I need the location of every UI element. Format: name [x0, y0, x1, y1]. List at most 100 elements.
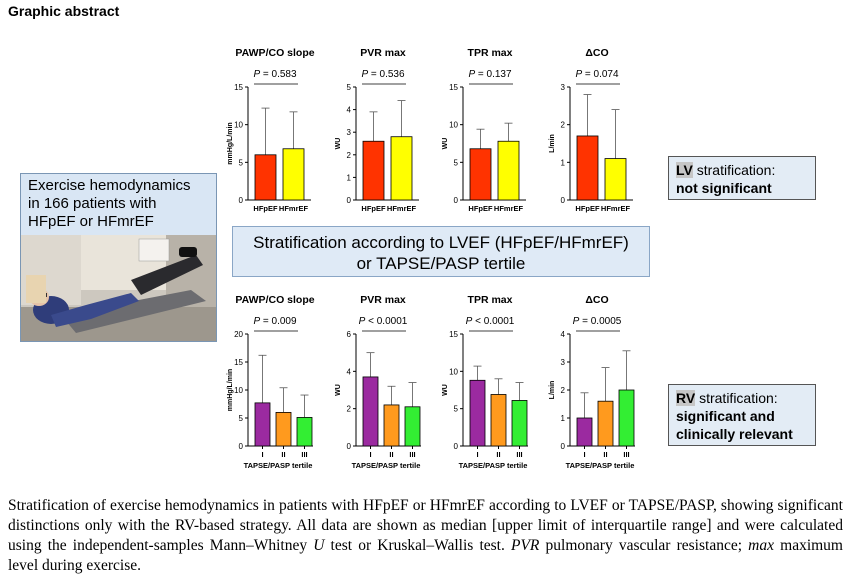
bar-ii — [597, 400, 614, 447]
y-tick-label: 15 — [449, 330, 458, 339]
bar-iii — [296, 417, 313, 447]
patient-info-text: Exercise hemodynamics in 166 patients wi… — [21, 174, 216, 234]
y-tick-label: 10 — [449, 367, 458, 376]
rv-prefix: RV — [676, 390, 696, 406]
y-tick-label: 0 — [561, 196, 566, 205]
chart-lv-pvr-max: PVR max P = 0.536 0 1 2 3 4 5 WU HFpEF HFmrEF — [335, 47, 419, 213]
y-tick-label: 1 — [347, 173, 352, 182]
rv-result-box: RV stratification: significant and clini… — [668, 384, 816, 446]
bar-i — [254, 402, 271, 447]
rv-suffix: stratification: — [695, 390, 778, 406]
chart-title: PVR max — [360, 294, 406, 306]
y-tick-label: 2 — [347, 405, 352, 414]
p-symbol: P — [466, 316, 473, 327]
y-tick-label: 10 — [234, 121, 243, 130]
x-tick-label: HFpEF — [468, 204, 493, 213]
chart-title: PVR max — [360, 47, 406, 59]
patient-info-box: Exercise hemodynamics in 166 patients wi… — [20, 173, 217, 342]
y-tick-label: 10 — [234, 386, 243, 395]
rv-stratification-label: RV stratification: — [676, 389, 808, 407]
chart-title: PAWP/CO slope — [235, 47, 314, 59]
bar-i — [469, 379, 486, 447]
x-tick-label: HFmrEF — [494, 204, 524, 213]
caption-part-2: test or Kruskal–Wallis test. — [324, 537, 511, 554]
x-tick-label: II — [496, 450, 500, 459]
x-axis-label: TAPSE/PASP tertile — [352, 461, 421, 470]
y-tick-label: 10 — [449, 121, 458, 130]
bar-hfmref — [390, 136, 413, 201]
bar-hfpef — [254, 154, 277, 201]
p-symbol: P — [468, 69, 475, 80]
patient-line-3: HFpEF or HFmrEF — [28, 213, 154, 230]
stratification-box: Stratification according to LVEF (HFpEF/… — [232, 226, 650, 277]
rv-result-line-1: significant and — [676, 408, 775, 424]
y-tick-label: 5 — [239, 414, 244, 423]
x-tick-label: HFmrEF — [387, 204, 417, 213]
p-value-label: P = 0.009 — [253, 316, 297, 327]
p-value: = 0.583 — [260, 69, 297, 80]
p-value-label: P = 0.536 — [361, 69, 405, 80]
y-axis-label: mmHg/L/min — [227, 369, 234, 411]
bar-iii — [618, 389, 635, 447]
bar-hfmref — [282, 148, 305, 201]
p-symbol: P — [361, 69, 368, 80]
lv-prefix: LV — [676, 162, 693, 178]
y-tick-label: 6 — [347, 330, 352, 339]
y-axis-label: WU — [442, 384, 449, 396]
lv-stratification-label: LV stratification: — [676, 161, 808, 179]
bar-ii — [490, 394, 507, 447]
caption-max: max — [748, 537, 774, 554]
x-tick-label: III — [516, 450, 522, 459]
y-axis-label: L/min — [549, 134, 556, 153]
y-tick-label: 0 — [454, 196, 459, 205]
y-axis-label: WU — [335, 138, 342, 150]
caption-pvr: PVR — [511, 537, 540, 554]
y-tick-label: 15 — [449, 83, 458, 92]
bar-i — [362, 376, 379, 447]
p-symbol: P — [359, 316, 366, 327]
y-tick-label: 2 — [561, 121, 566, 130]
y-tick-label: 5 — [239, 158, 244, 167]
p-value-label: P = 0.137 — [468, 69, 512, 80]
p-symbol: P — [573, 316, 580, 327]
p-value-label: P = 0.0005 — [573, 316, 622, 327]
p-value: = 0.137 — [475, 69, 512, 80]
lv-result: not significant — [676, 180, 772, 196]
rv-result-line-2: clinically relevant — [676, 426, 793, 442]
graphic-abstract-title: Graphic abstract — [8, 3, 120, 19]
bar-ii — [275, 412, 292, 447]
bar-iii — [404, 406, 421, 447]
lv-result-box: LV stratification: not significant — [668, 156, 816, 200]
chart-lv-tpr-max: TPR max P = 0.137 0 5 10 15 WU HFpEF HFmrEF — [442, 47, 526, 213]
x-axis-label: TAPSE/PASP tertile — [459, 461, 528, 470]
x-axis-label: TAPSE/PASP tertile — [244, 461, 313, 470]
patient-line-1: Exercise hemodynamics — [28, 177, 191, 194]
chart-title: TPR max — [468, 47, 513, 59]
caption-part-3: pulmonary vascular resistance; — [539, 537, 749, 554]
y-tick-label: 15 — [234, 358, 243, 367]
y-axis-label: L/min — [549, 381, 556, 400]
y-tick-label: 4 — [561, 330, 566, 339]
p-symbol: P — [575, 69, 582, 80]
y-tick-label: 0 — [347, 196, 352, 205]
p-value-label: P < 0.0001 — [359, 316, 408, 327]
x-tick-label: II — [603, 450, 607, 459]
p-value: = 0.0005 — [579, 316, 621, 327]
p-value: = 0.074 — [582, 69, 619, 80]
chart-rv-pawp-co-slope: PAWP/CO slope P = 0.009 0 5 10 15 20 mmHg/L/min… — [227, 294, 315, 470]
lv-suffix: stratification: — [692, 162, 776, 178]
p-value: < 0.0001 — [365, 316, 407, 327]
chart-title: ΔCO — [585, 294, 608, 306]
y-tick-label: 4 — [347, 367, 352, 376]
y-tick-label: 2 — [347, 151, 352, 160]
caption-part-4: maximum level during exercise. — [8, 537, 843, 574]
bar-hfpef — [576, 135, 599, 201]
y-tick-label: 3 — [347, 128, 352, 137]
y-tick-label: 1 — [561, 158, 566, 167]
bar-ii — [383, 404, 400, 447]
y-tick-label: 15 — [234, 83, 243, 92]
y-tick-label: 5 — [454, 158, 459, 167]
y-axis-label: WU — [442, 138, 449, 150]
exercise-test-photo — [21, 235, 216, 341]
